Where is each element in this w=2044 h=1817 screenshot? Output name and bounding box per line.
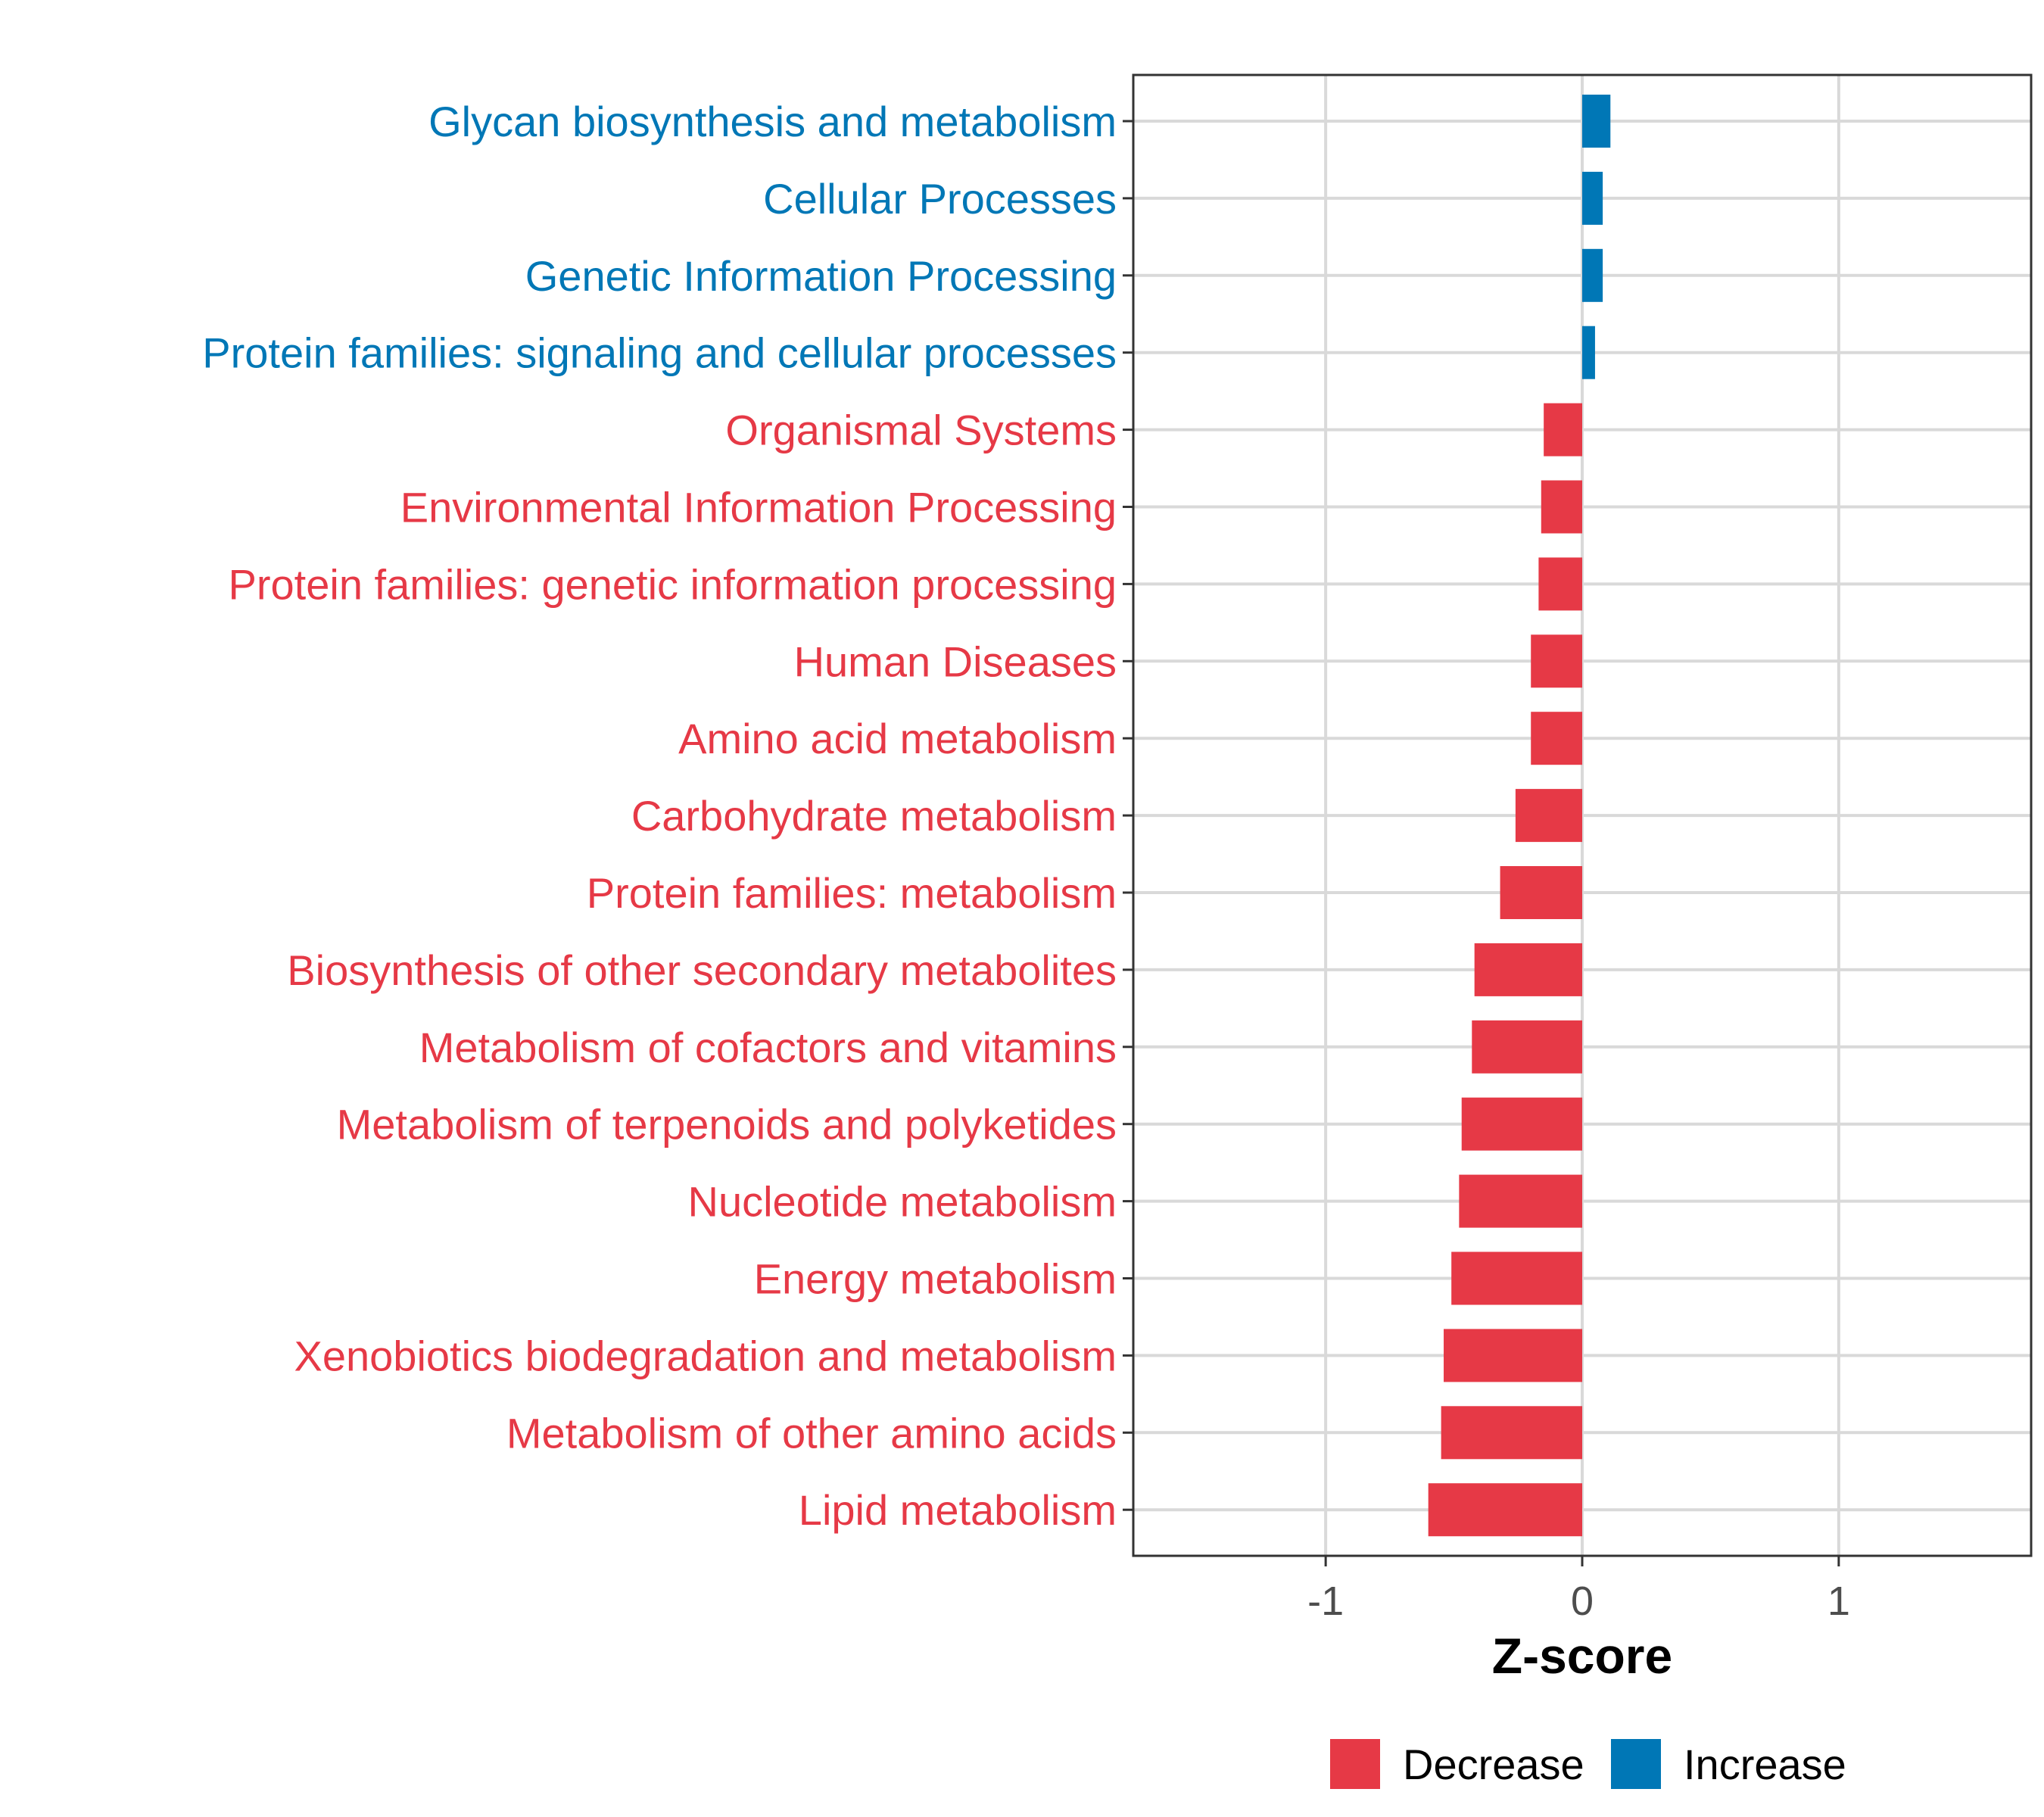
bar [1515,789,1582,843]
x-axis: -1 0 1 [1307,1556,1850,1624]
legend-swatch [1611,1739,1661,1789]
category-label: Lipid metabolism [799,1486,1117,1534]
x-tick-label: 0 [1571,1579,1594,1624]
x-tick-label: 1 [1827,1579,1850,1624]
category-label: Protein families: metabolism [587,869,1117,917]
bar [1444,1329,1582,1382]
x-axis-title: Z-score [1492,1628,1672,1684]
bar [1538,557,1582,611]
bars [1428,95,1611,1537]
category-label: Nucleotide metabolism [688,1178,1117,1226]
bar [1531,712,1582,765]
bar [1451,1251,1582,1305]
y-axis: Glycan biosynthesis and metabolism Cellul… [202,98,1133,1534]
category-label: Protein families: signaling and cellular… [202,329,1117,377]
legend: Decrease Increase [1330,1739,1846,1789]
category-label: Metabolism of cofactors and vitamins [419,1024,1117,1071]
bar [1541,480,1582,534]
category-label: Energy metabolism [754,1255,1117,1303]
category-label: Organismal Systems [725,407,1117,454]
x-tick-label: -1 [1307,1579,1344,1624]
category-label: Biosynthesis of other secondary metaboli… [287,946,1117,994]
bar [1544,403,1582,457]
category-label: Xenobiotics biodegradation and metabolis… [294,1332,1117,1379]
bar [1459,1174,1582,1228]
category-label: Amino acid metabolism [678,715,1117,762]
category-label: Metabolism of terpenoids and polyketides [337,1101,1117,1148]
legend-swatch [1330,1739,1380,1789]
bar [1474,943,1582,996]
legend-label: Decrease [1403,1741,1584,1788]
legend-label: Increase [1684,1741,1846,1788]
category-label: Environmental Information Processing [400,484,1117,531]
bar [1472,1020,1582,1074]
category-label: Metabolism of other amino acids [506,1409,1117,1457]
bar [1428,1483,1582,1537]
category-label: Human Diseases [794,637,1117,685]
category-label: Cellular Processes [763,175,1117,223]
category-label: Genetic Information Processing [525,252,1117,300]
bar [1582,171,1603,225]
category-label: Glycan biosynthesis and metabolism [428,98,1117,145]
bar [1582,326,1595,379]
category-label: Protein families: genetic information pr… [229,560,1117,608]
category-label: Carbohydrate metabolism [631,792,1117,840]
bar [1500,866,1582,919]
bar [1531,634,1582,688]
bar [1582,95,1611,148]
bar [1441,1406,1582,1460]
bar [1582,248,1603,302]
bar [1461,1097,1582,1151]
